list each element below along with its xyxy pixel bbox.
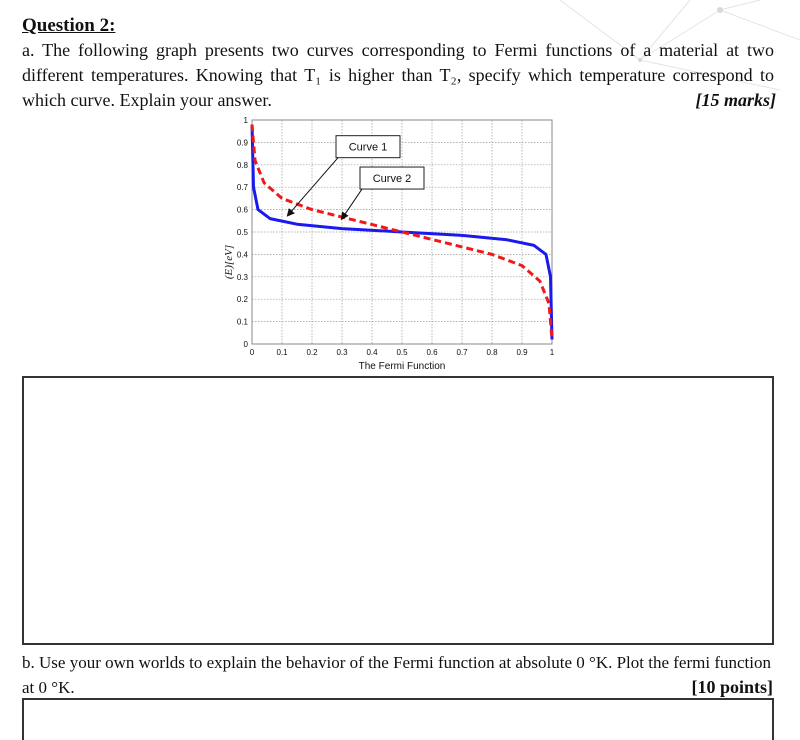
annotation-arrow — [340, 188, 363, 221]
x-tick-label: 0.2 — [306, 348, 318, 357]
y-tick-label: 0.7 — [237, 183, 249, 192]
series-line-curve-1 — [250, 124, 554, 340]
x-tick-label: 0.4 — [366, 348, 378, 357]
y-tick-label: 0.3 — [237, 273, 249, 282]
question-part-a-text: a. The following graph presents two curv… — [22, 40, 774, 110]
annotation-label: Curve 1 — [349, 142, 388, 154]
x-tick-label: 0.8 — [486, 348, 498, 357]
y-tick-label: 0.9 — [237, 138, 249, 147]
x-tick-label: 1 — [550, 348, 555, 357]
y-tick-labels: 0 0.1 0.2 0.3 0.4 0.5 0.6 0.7 0.8 0.9 1 — [237, 116, 249, 349]
y-tick-label: 0 — [244, 340, 249, 349]
x-axis-label: The Fermi Function — [359, 361, 446, 372]
y-tick-label: 0.2 — [237, 295, 249, 304]
answer-box-part-b[interactable] — [22, 698, 774, 740]
annotation-box — [335, 135, 401, 159]
y-tick-label: 1 — [244, 116, 249, 125]
x-tick-label: 0 — [250, 348, 255, 357]
chart-series — [250, 124, 554, 340]
x-tick-label: 0.1 — [276, 348, 288, 357]
fermi-chart-svg: 0 0.1 0.2 0.3 0.4 0.5 0.6 0.7 0.8 0.9 1 0 0.1 0.2 0.3… — [223, 116, 555, 372]
x-tick-label: 0.9 — [516, 348, 528, 357]
y-tick-label: 0.8 — [237, 161, 249, 170]
fermi-chart: 0 0.1 0.2 0.3 0.4 0.5 0.6 0.7 0.8 0.9 1 0 0.1 0.2 0.3… — [222, 112, 562, 379]
x-tick-label: 0.6 — [426, 348, 438, 357]
y-tick-label: 0.4 — [237, 250, 249, 259]
background-network-decoration — [559, 0, 800, 91]
x-tick-label: 0.7 — [456, 348, 468, 357]
series-line-curve-2 — [250, 124, 554, 340]
x-tick-label: 0.5 — [396, 348, 408, 357]
x-tick-label: 0.3 — [336, 348, 348, 357]
annotation-arrow — [286, 157, 339, 217]
part-b-marks: [10 points] — [691, 677, 773, 697]
y-tick-label: 0.1 — [237, 318, 249, 327]
chart-annotations: Curve 1 Curve 2 — [286, 135, 425, 221]
answer-box-part-a[interactable] — [22, 376, 774, 645]
question-part-b-text: b. Use your own worlds to explain the be… — [22, 653, 771, 697]
x-tick-labels: 0 0.1 0.2 0.3 0.4 0.5 0.6 0.7 0.8 0.9 1 — [250, 348, 555, 357]
y-tick-label: 0.5 — [237, 228, 249, 237]
plot-area-frame — [251, 119, 553, 345]
annotation-box — [359, 166, 425, 190]
question-title: Question 2: — [22, 15, 116, 36]
part-a-marks: [15 marks] — [695, 90, 777, 110]
y-tick-label: 0.6 — [237, 206, 249, 215]
y-axis-label: (E)[eV] — [223, 245, 235, 279]
annotation-label: Curve 2 — [373, 173, 412, 185]
